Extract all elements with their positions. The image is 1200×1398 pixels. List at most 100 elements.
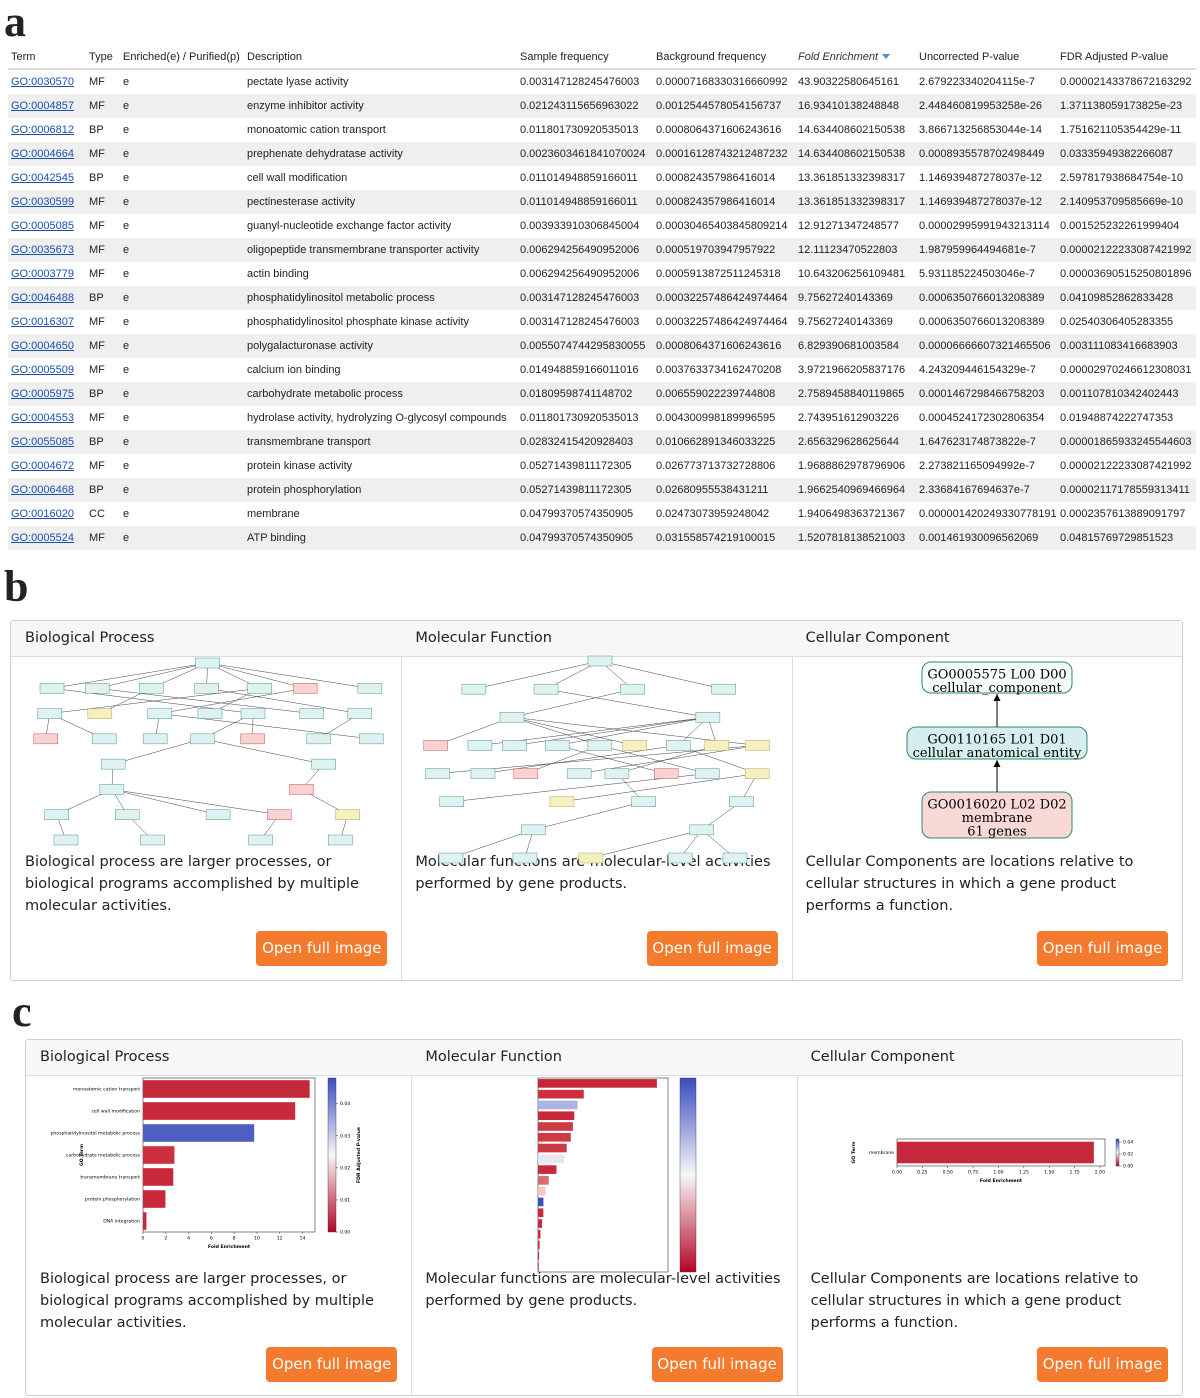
go-term-link[interactable]: GO:0046488 (11, 292, 74, 304)
table-cell: 2.597817938684754e-10 (1060, 172, 1183, 184)
table-cell: 0.00001865933245544603 (1060, 436, 1192, 448)
table-cell: e (123, 220, 130, 232)
card-title: Molecular Function (411, 1040, 797, 1076)
table-cell: MF (89, 196, 105, 208)
table-cell: 1.371138059173825e-23 (1060, 100, 1183, 112)
open-image-button[interactable]: Open full image (646, 931, 778, 966)
table-cell: 0.00002995991943213114 (919, 220, 1050, 232)
table-cell: BP (89, 172, 104, 184)
table-cell: 43.90322580645161 (798, 76, 899, 88)
column-header: Description (244, 46, 517, 70)
table-cell: BP (89, 124, 104, 136)
table-cell: 0.00003690515250801896 (1060, 268, 1192, 280)
table-cell: GO:0004672 (8, 454, 86, 478)
table-cell: 0.02473073959248042 (656, 508, 770, 520)
table-cell: GO:0030599 (8, 190, 86, 214)
table-cell: monoatomic cation transport (247, 124, 386, 136)
table-cell: e (123, 388, 130, 400)
table-cell: GO:0005085 (8, 214, 86, 238)
table-row: GO:0005524 MF e ATP binding 0.04799370574350… (8, 526, 1196, 550)
header-row: Term Type Enriched(e) / Purified(p) Descrip… (8, 46, 1196, 70)
table-cell: guanyl-nucleotide exchange factor activi… (247, 220, 452, 232)
go-term-link[interactable]: GO:0042545 (11, 172, 74, 184)
table-row: GO:0016307 MF e phosphatidylinositol phosph… (8, 310, 1196, 334)
table-cell: hydrolase activity, hydrolyzing O-glycos… (247, 412, 507, 424)
card-title: Biological Process (11, 621, 402, 657)
table-cell: CC (89, 508, 105, 520)
go-term-link[interactable]: GO:0003779 (11, 268, 74, 280)
table-cell: 0.02832415420928403 (520, 436, 634, 448)
table-cell: 0.04109852862833428 (1060, 292, 1174, 304)
table-cell: GO:0004553 (8, 406, 86, 430)
table-cell: 0.021243115656963022 (520, 100, 639, 112)
go-term-link[interactable]: GO:0006812 (11, 124, 74, 136)
go-term-link[interactable]: GO:0030570 (11, 76, 74, 88)
table-cell: 0.02540306405283355 (1060, 316, 1174, 328)
table-cell: 0.026773713732728806 (656, 460, 776, 472)
table-cell: 2.273821165094992e-7 (919, 460, 1036, 472)
table-row: GO:0006812 BP e monoatomic cation transport… (8, 118, 1196, 142)
table-cell: MF (89, 244, 105, 256)
go-term-link[interactable]: GO:0005509 (11, 364, 74, 376)
go-term-link[interactable]: GO:0004650 (11, 340, 74, 352)
table-cell: 0.0037633734162470208 (656, 364, 782, 376)
open-image-button[interactable]: Open full image (651, 1347, 783, 1382)
go-term-link[interactable]: GO:0016020 (11, 508, 74, 520)
card: Molecular Function Molecular functions ar… (411, 1040, 797, 1395)
go-term-link[interactable]: GO:0004664 (11, 148, 74, 160)
table-cell: 12.91271347248577 (798, 220, 899, 232)
table-cell: 0.003933910306845004 (520, 220, 640, 232)
card: Molecular Function Molecular functions ar… (401, 621, 792, 980)
go-term-link[interactable]: GO:0005085 (11, 220, 74, 232)
sort-icon[interactable] (882, 54, 891, 63)
open-image-button[interactable]: Open full image (256, 931, 388, 966)
go-term-link[interactable]: GO:0005975 (11, 388, 74, 400)
go-term-link[interactable]: GO:0004672 (11, 460, 74, 472)
table-cell: GO:0016307 (8, 310, 86, 334)
go-term-link[interactable]: GO:0016307 (11, 316, 74, 328)
card-description: Molecular functions are molecular-level … (415, 854, 771, 892)
table-cell: GO:0004664 (8, 142, 86, 166)
go-term-link[interactable]: GO:0004553 (11, 412, 74, 424)
table-cell: 0.03335949382266087 (1060, 148, 1174, 160)
table-cell: 0.001107810342402443 (1060, 388, 1179, 400)
table-cell: actin binding (247, 268, 309, 280)
open-image-button[interactable]: Open full image (266, 1347, 398, 1382)
table-row: GO:0042545 BP e cell wall modification 0.011… (8, 166, 1196, 190)
table-cell: polygalacturonase activity (247, 340, 373, 352)
table-cell: 9.75627240143369 (798, 292, 893, 304)
table-cell: 0.0008935578702498449 (919, 148, 1045, 160)
go-term-link[interactable]: GO:0005524 (11, 532, 74, 544)
table-cell: carbohydrate metabolic process (247, 388, 403, 400)
table-cell: 0.006559022239744808 (656, 388, 776, 400)
go-term-link[interactable]: GO:0030599 (11, 196, 74, 208)
table-cell: e (123, 508, 130, 520)
column-header: Fold Enrichment (795, 46, 916, 70)
column-header: FDR Adjusted P-value (1057, 46, 1196, 70)
table-cell: 0.00032257486424974464 (656, 316, 788, 328)
table-cell: 0.014948859166011016 (520, 364, 639, 376)
table-row: GO:0004553 MF e hydrolase activity, hydroly… (8, 406, 1196, 430)
table-cell: prephenate dehydratase activity (247, 148, 403, 160)
table-cell: 0.004300998189996595 (656, 412, 776, 424)
table-row: GO:0035673 MF e oligopeptide transmembrane … (8, 238, 1196, 262)
table-cell: pectate lyase activity (247, 76, 349, 88)
go-term-link[interactable]: GO:0006468 (11, 484, 74, 496)
table-cell: GO:0030570 (8, 69, 86, 94)
table-cell: GO:0016020 (8, 502, 86, 526)
table-cell: 0.0008064371606243616 (656, 124, 782, 136)
graph-cards: Biological Process Biological process are… (10, 620, 1183, 981)
go-term-link[interactable]: GO:0055085 (11, 436, 74, 448)
table-cell: e (123, 340, 130, 352)
go-term-link[interactable]: GO:0035673 (11, 244, 74, 256)
table-cell: 2.679223340204115e-7 (919, 76, 1036, 88)
table-cell: e (123, 532, 130, 544)
table-cell: MF (89, 460, 105, 472)
panel-label: c (12, 987, 32, 1036)
go-term-link[interactable]: GO:0004857 (11, 100, 74, 112)
open-image-button[interactable]: Open full image (1036, 1347, 1168, 1382)
table-cell: e (123, 364, 130, 376)
table-cell: MF (89, 340, 105, 352)
open-image-button[interactable]: Open full image (1036, 931, 1168, 966)
table-cell: e (123, 124, 130, 136)
